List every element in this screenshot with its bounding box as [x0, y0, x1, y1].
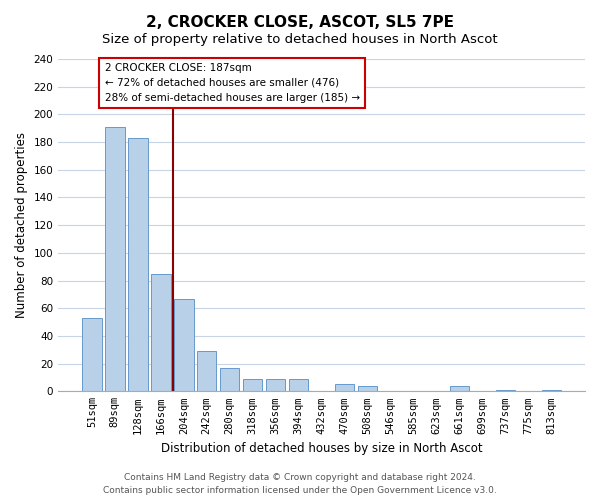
Text: Size of property relative to detached houses in North Ascot: Size of property relative to detached ho…	[102, 32, 498, 46]
Bar	[220, 368, 239, 392]
Bar	[449, 386, 469, 392]
Bar	[105, 127, 125, 392]
Bar	[542, 390, 561, 392]
Bar	[174, 298, 194, 392]
Bar	[496, 390, 515, 392]
Text: 2 CROCKER CLOSE: 187sqm
← 72% of detached houses are smaller (476)
28% of semi-d: 2 CROCKER CLOSE: 187sqm ← 72% of detache…	[104, 63, 359, 103]
Bar	[358, 386, 377, 392]
Bar	[197, 351, 217, 392]
Bar	[335, 384, 355, 392]
Text: Contains HM Land Registry data © Crown copyright and database right 2024.
Contai: Contains HM Land Registry data © Crown c…	[103, 474, 497, 495]
Bar	[82, 318, 101, 392]
Text: 2, CROCKER CLOSE, ASCOT, SL5 7PE: 2, CROCKER CLOSE, ASCOT, SL5 7PE	[146, 15, 454, 30]
X-axis label: Distribution of detached houses by size in North Ascot: Distribution of detached houses by size …	[161, 442, 482, 455]
Y-axis label: Number of detached properties: Number of detached properties	[15, 132, 28, 318]
Bar	[243, 379, 262, 392]
Bar	[151, 274, 170, 392]
Bar	[289, 379, 308, 392]
Bar	[128, 138, 148, 392]
Bar	[266, 379, 286, 392]
